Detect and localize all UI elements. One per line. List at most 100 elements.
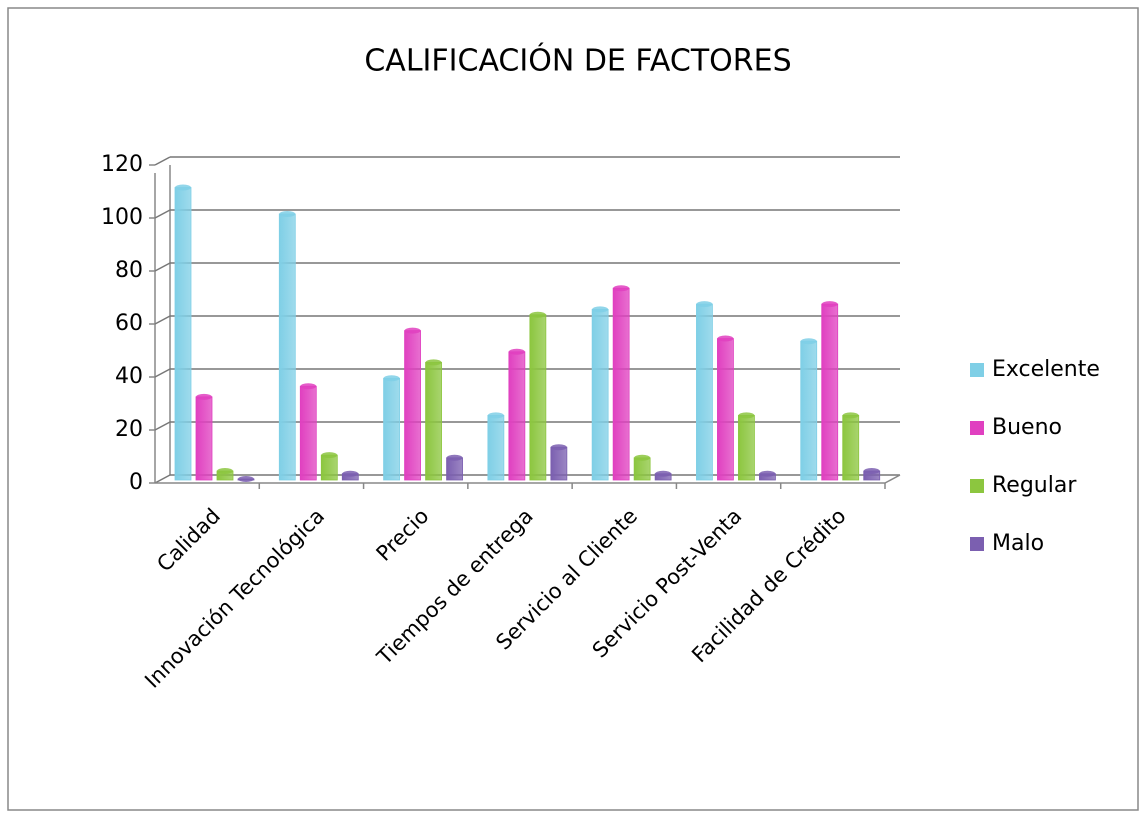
bar-body — [842, 414, 860, 481]
bar-top — [696, 301, 713, 308]
bar — [383, 375, 400, 481]
legend-swatch — [970, 421, 984, 435]
bar-top — [217, 468, 233, 475]
bar — [800, 338, 818, 481]
legend-label: Regular — [992, 473, 1077, 498]
bar-body — [591, 308, 609, 481]
bar-body — [195, 396, 213, 481]
bar-top — [175, 184, 191, 191]
grid-line — [154, 262, 171, 272]
legend-swatch — [970, 537, 984, 551]
bar — [237, 476, 255, 482]
bar-top — [655, 470, 672, 477]
bar — [425, 359, 442, 481]
bar — [404, 327, 421, 481]
legend-swatch — [970, 363, 984, 377]
bar-top — [550, 444, 567, 451]
bar — [320, 452, 338, 481]
bar-body — [425, 361, 442, 481]
bar-body — [320, 454, 338, 481]
bar — [738, 412, 755, 481]
bar — [446, 454, 463, 481]
bar-top — [592, 306, 609, 313]
bar — [717, 335, 734, 481]
bar-top — [529, 311, 546, 318]
y-tick-label: 40 — [115, 364, 143, 389]
bar-top — [196, 393, 212, 400]
y-tick-label: 120 — [101, 152, 143, 177]
bar-top — [279, 211, 296, 217]
bar-top — [425, 359, 442, 366]
bar-top — [508, 348, 525, 355]
bar-top — [404, 327, 421, 334]
bar-body — [278, 213, 296, 481]
y-tick-label: 100 — [101, 205, 143, 230]
bar-top — [634, 454, 651, 461]
y-tick-label: 60 — [115, 311, 143, 336]
bar-body — [174, 187, 192, 481]
bar — [842, 412, 860, 481]
legend-label: Bueno — [992, 415, 1062, 440]
bar — [654, 470, 672, 481]
bar-top — [842, 412, 859, 419]
bar-body — [800, 340, 818, 481]
bar — [529, 311, 547, 481]
bar — [863, 468, 881, 481]
bar-top — [821, 301, 838, 308]
bar — [591, 306, 609, 481]
bar-top — [613, 285, 630, 292]
bar-body — [550, 446, 568, 481]
bar-top — [800, 338, 817, 345]
bar-top — [383, 375, 400, 382]
bar — [550, 444, 568, 481]
bar-body — [446, 457, 463, 481]
legend-label: Excelente — [992, 357, 1100, 382]
bar — [216, 468, 234, 481]
legend-label: Malo — [992, 531, 1044, 556]
chart-title: CALIFICACIÓN DE FACTORES — [364, 42, 791, 79]
bar-top — [238, 476, 254, 482]
y-tick-label: 80 — [115, 258, 143, 283]
grid-line — [154, 421, 171, 431]
bar-body — [383, 377, 400, 481]
grid-line — [154, 209, 171, 219]
y-tick-label: 20 — [115, 417, 143, 442]
bar — [174, 184, 192, 481]
bar-body — [529, 314, 547, 481]
bar — [759, 470, 776, 481]
grid-line — [154, 368, 171, 378]
grid-line — [154, 156, 171, 166]
bar-top — [487, 412, 504, 419]
bar — [195, 393, 213, 481]
bar-body — [738, 414, 755, 481]
bar — [299, 383, 317, 481]
bar-body — [612, 287, 630, 481]
legend-swatch — [970, 479, 984, 493]
bar-top — [446, 454, 463, 461]
bar-body — [508, 351, 526, 481]
bar — [612, 285, 630, 481]
grid-line — [154, 315, 171, 325]
bar-top — [300, 383, 317, 390]
bar-body — [487, 414, 505, 481]
bar-body — [821, 303, 839, 481]
bar — [341, 470, 359, 481]
bar — [633, 454, 651, 481]
grid-line — [154, 474, 171, 484]
bar-top — [738, 412, 755, 419]
bar-body — [404, 330, 421, 481]
bar — [696, 301, 713, 481]
y-tick-label: 0 — [129, 470, 143, 495]
bar-top — [759, 470, 776, 477]
bar-body — [717, 338, 734, 481]
bar — [508, 348, 526, 481]
bar-top — [321, 452, 338, 459]
bar-body — [299, 385, 317, 481]
bar-top — [863, 468, 880, 475]
bar — [278, 211, 296, 481]
bar-top — [717, 335, 734, 342]
bar — [487, 412, 505, 481]
bar-top — [342, 470, 359, 477]
bar — [821, 301, 839, 481]
